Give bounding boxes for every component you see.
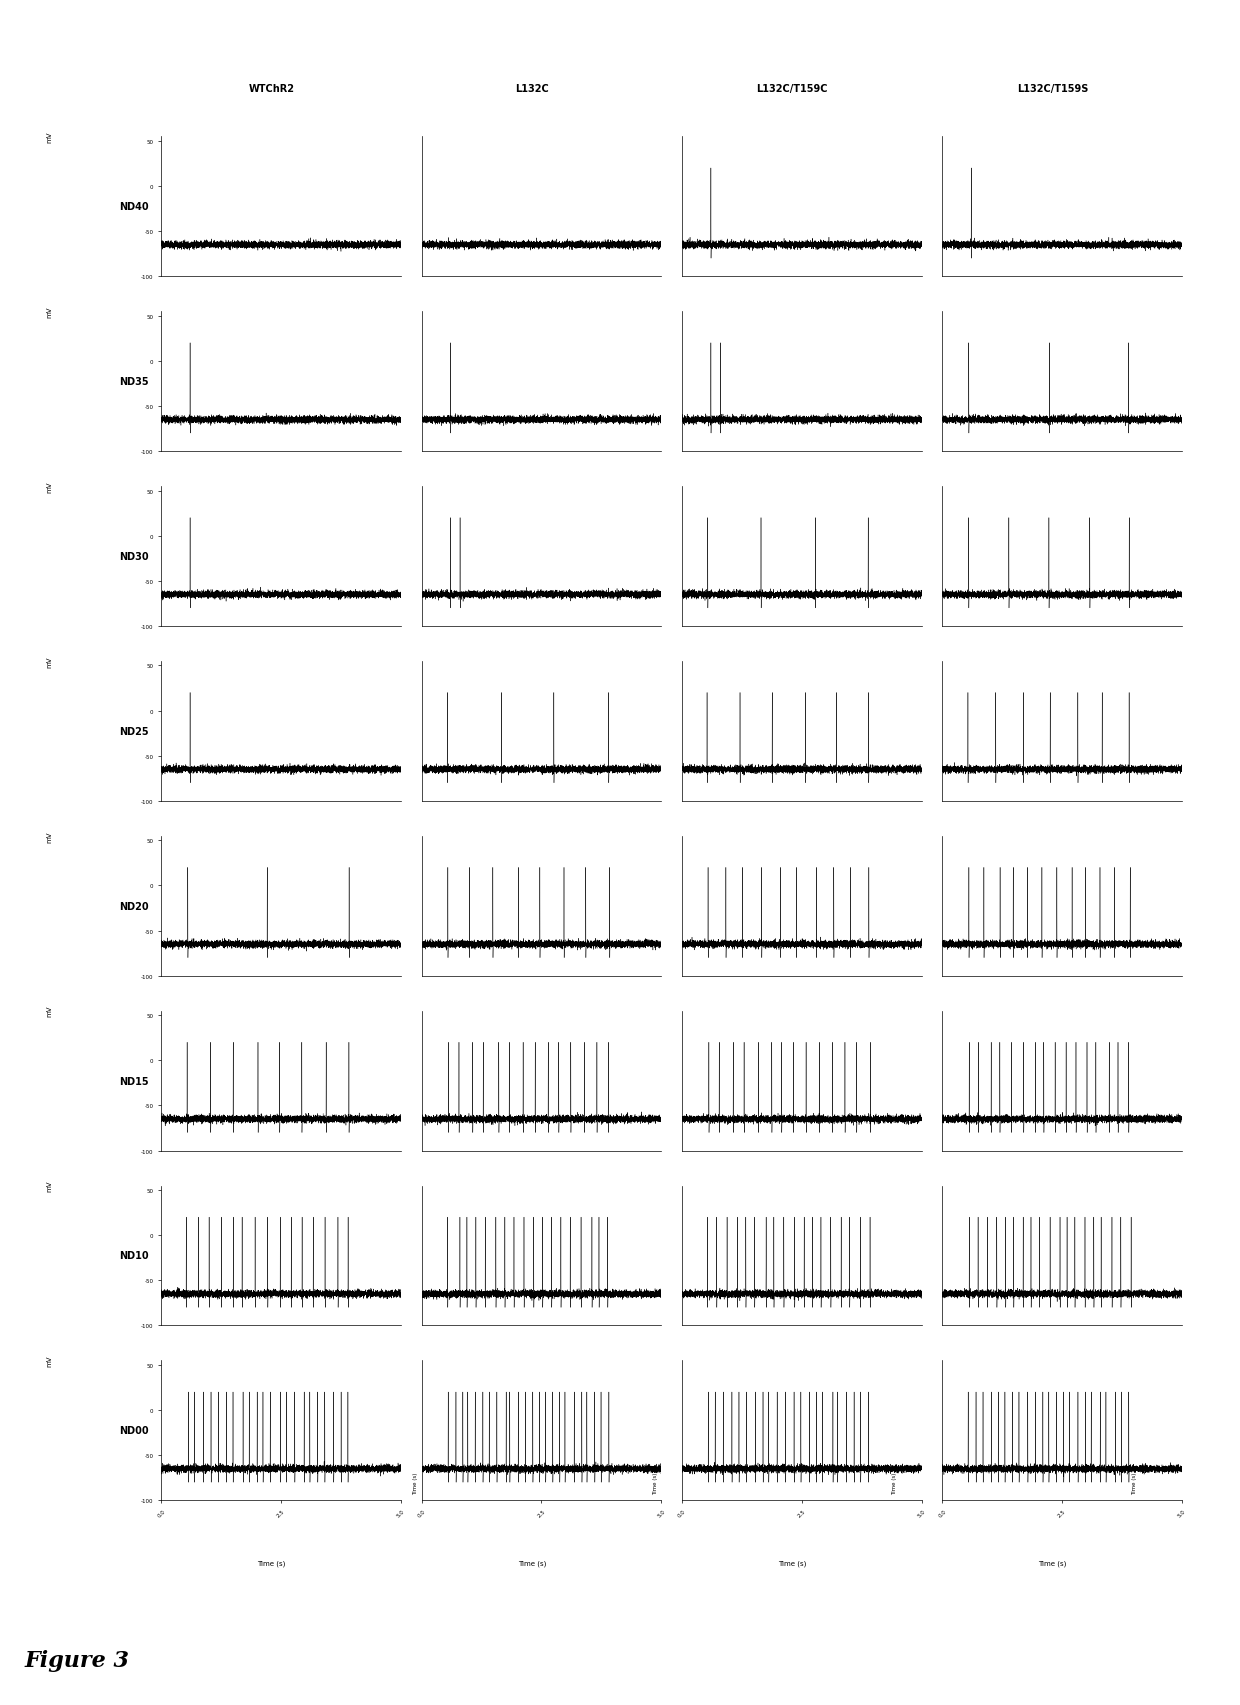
Text: mV: mV xyxy=(47,830,52,842)
Text: Time (s): Time (s) xyxy=(413,1471,418,1494)
Text: L132C: L132C xyxy=(515,84,548,94)
Text: ND35: ND35 xyxy=(119,377,149,387)
Text: mV: mV xyxy=(47,131,52,143)
Text: ND15: ND15 xyxy=(119,1076,149,1086)
Text: ND40: ND40 xyxy=(119,203,149,211)
Text: ND25: ND25 xyxy=(119,726,149,737)
Text: mV: mV xyxy=(47,1006,52,1016)
Text: Time (s): Time (s) xyxy=(1038,1560,1066,1567)
Text: Time (s): Time (s) xyxy=(257,1560,285,1567)
Text: ND20: ND20 xyxy=(119,902,149,910)
Text: mV: mV xyxy=(47,656,52,667)
Text: Time (s): Time (s) xyxy=(517,1560,546,1567)
Text: ND00: ND00 xyxy=(119,1425,149,1436)
Text: L132C/T159S: L132C/T159S xyxy=(1017,84,1089,94)
Text: Figure 3: Figure 3 xyxy=(25,1649,130,1671)
Text: Time (s): Time (s) xyxy=(1132,1471,1137,1494)
Text: Time (s): Time (s) xyxy=(893,1471,898,1494)
Text: mV: mV xyxy=(47,307,52,317)
Text: mV: mV xyxy=(47,1180,52,1192)
Text: Time (s): Time (s) xyxy=(777,1560,806,1567)
Text: L132C/T159C: L132C/T159C xyxy=(756,84,828,94)
Text: mV: mV xyxy=(47,1355,52,1366)
Text: ND10: ND10 xyxy=(119,1251,149,1260)
Text: Time (s): Time (s) xyxy=(652,1471,657,1494)
Text: WTChR2: WTChR2 xyxy=(248,84,294,94)
Text: ND30: ND30 xyxy=(119,552,149,561)
Text: mV: mV xyxy=(47,481,52,493)
